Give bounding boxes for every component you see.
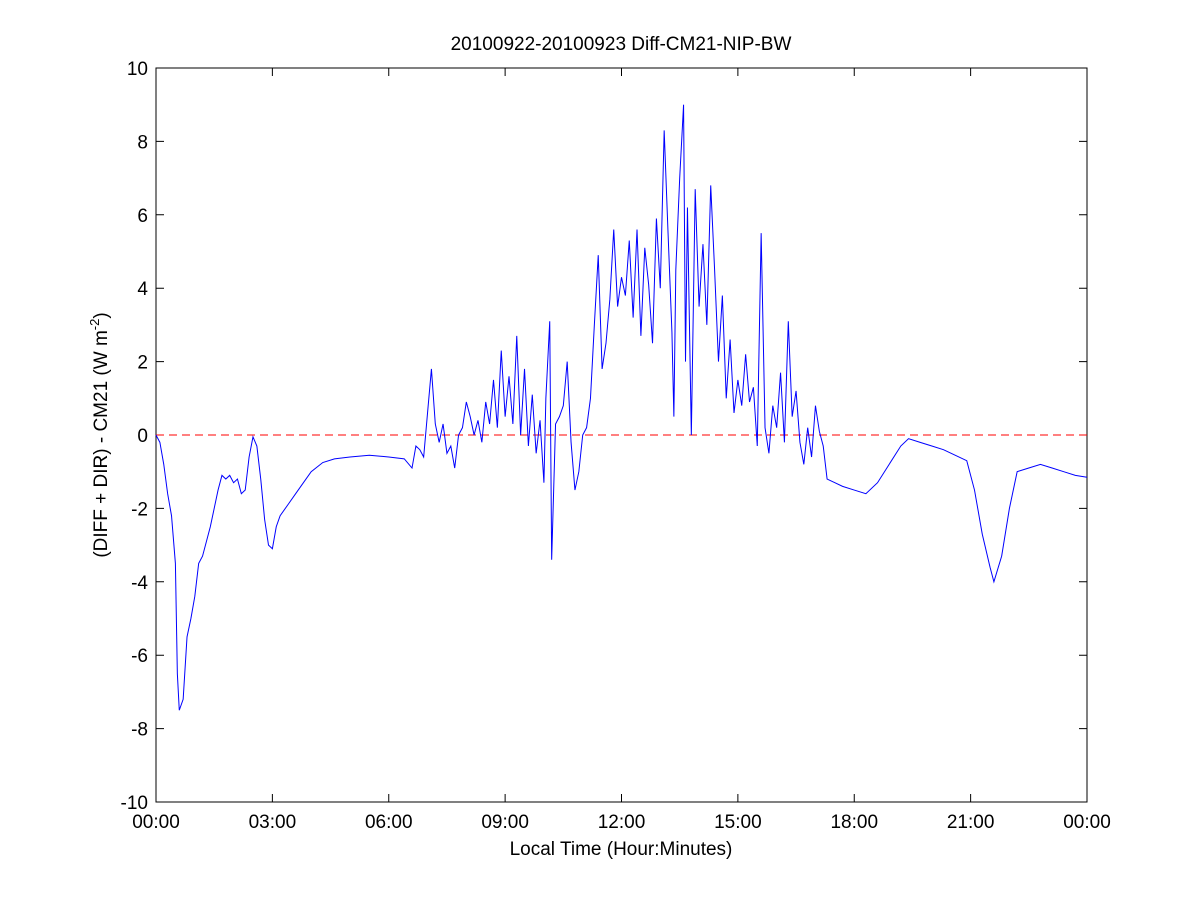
x-tick-label: 12:00 bbox=[598, 812, 646, 833]
x-tick-label: 00:00 bbox=[132, 812, 180, 833]
y-tick-label: -8 bbox=[131, 720, 148, 741]
x-tick-label: 15:00 bbox=[714, 812, 762, 833]
y-label-text: (DIFF + DIR) - CM21 (W m bbox=[91, 330, 112, 557]
y-tick-label: -6 bbox=[131, 646, 148, 667]
y-tick-label: 4 bbox=[137, 279, 148, 300]
x-tick-label: 21:00 bbox=[947, 812, 995, 833]
y-tick-label: -2 bbox=[131, 499, 148, 520]
y-tick-label: 6 bbox=[137, 206, 148, 227]
y-tick-label: -4 bbox=[131, 573, 148, 594]
y-tick-label: -10 bbox=[121, 793, 148, 814]
y-tick-label: 2 bbox=[137, 353, 148, 374]
x-tick-label: 03:00 bbox=[249, 812, 297, 833]
y-label-sup: -2 bbox=[87, 319, 102, 331]
x-tick-label: 06:00 bbox=[365, 812, 413, 833]
x-tick-label: 09:00 bbox=[481, 812, 529, 833]
y-tick-label: 8 bbox=[137, 132, 148, 153]
x-tick-label: 18:00 bbox=[830, 812, 878, 833]
y-label-end: ) bbox=[91, 312, 112, 318]
y-tick-label: 0 bbox=[137, 426, 148, 447]
data-line bbox=[155, 104, 1088, 711]
x-tick-label: 00:00 bbox=[1063, 812, 1111, 833]
y-tick-label: 10 bbox=[127, 59, 148, 80]
y-axis-label: (DIFF + DIR) - CM21 (W m-2) bbox=[87, 312, 112, 557]
x-axis-label: Local Time (Hour:Minutes) bbox=[510, 839, 733, 860]
plot-area bbox=[155, 67, 1088, 803]
chart-title: 20100922-20100923 Diff-CM21-NIP-BW bbox=[451, 34, 792, 55]
